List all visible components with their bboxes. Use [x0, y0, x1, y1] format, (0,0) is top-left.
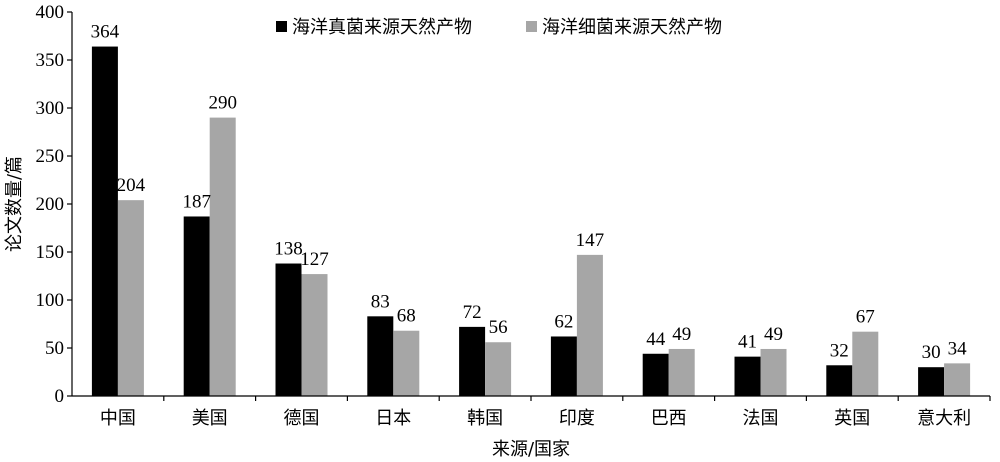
- data-label: 44: [646, 329, 666, 350]
- x-tick-label: 印度: [559, 408, 595, 429]
- data-label: 68: [397, 306, 416, 327]
- x-tick-label: 中国: [100, 408, 136, 429]
- data-label: 138: [274, 239, 303, 260]
- y-tick-label: 350: [36, 50, 65, 71]
- data-label: 49: [672, 324, 691, 345]
- x-tick-label: 意大利: [917, 408, 971, 429]
- legend-swatch-2: [526, 21, 537, 32]
- legend-label-1: 海洋真菌来源天然产物: [292, 17, 472, 38]
- bar-巴西-series-2: [668, 348, 695, 396]
- data-label: 49: [764, 324, 783, 345]
- bar-美国-series-1: [183, 216, 210, 396]
- data-label: 83: [371, 291, 390, 312]
- bar-韩国-series-2: [485, 342, 512, 396]
- bar-德国-series-1: [275, 263, 302, 396]
- x-axis-title: 来源/国家: [492, 439, 570, 460]
- bar-中国-series-1: [91, 46, 118, 397]
- data-label: 147: [576, 230, 605, 251]
- data-label: 364: [91, 22, 120, 43]
- y-tick-label: 150: [36, 242, 65, 263]
- legend-label-2: 海洋细菌来源天然产物: [542, 17, 722, 38]
- bar-日本-series-1: [367, 316, 394, 396]
- bar-法国-series-1: [734, 356, 761, 396]
- bar-英国-series-2: [852, 331, 879, 396]
- bar-日本-series-2: [393, 330, 420, 396]
- x-tick-label: 日本: [375, 408, 411, 429]
- bar-印度-series-1: [550, 336, 577, 396]
- bar-德国-series-2: [301, 274, 328, 396]
- legend: 海洋真菌来源天然产物 海洋细菌来源天然产物: [276, 17, 722, 38]
- data-label: 290: [208, 93, 237, 114]
- y-tick-label: 0: [55, 386, 65, 407]
- y-tick-label: 400: [36, 2, 65, 23]
- y-tick-label: 300: [36, 98, 65, 119]
- y-tick-label: 200: [36, 194, 65, 215]
- data-label: 187: [182, 191, 211, 212]
- data-label: 127: [300, 249, 329, 270]
- bar-英国-series-1: [826, 365, 853, 396]
- bar-巴西-series-1: [642, 353, 669, 396]
- bar-印度-series-2: [576, 254, 603, 396]
- bar-法国-series-2: [760, 348, 787, 396]
- y-tick-label: 100: [36, 290, 65, 311]
- bar-意大利-series-1: [918, 367, 945, 396]
- bars-group: [91, 46, 971, 397]
- data-label: 62: [554, 311, 573, 332]
- data-label: 30: [922, 342, 941, 363]
- data-label: 56: [489, 317, 508, 338]
- y-tick-label: 250: [36, 146, 65, 167]
- data-label: 204: [117, 175, 146, 196]
- x-tick-label: 巴西: [651, 408, 687, 429]
- x-tick-label: 德国: [284, 408, 320, 429]
- data-label: 72: [463, 302, 482, 323]
- bar-意大利-series-2: [944, 363, 971, 396]
- data-label: 34: [948, 338, 968, 359]
- y-tick-label: 50: [45, 338, 64, 359]
- legend-swatch-1: [276, 21, 287, 32]
- bar-美国-series-2: [209, 117, 236, 396]
- y-axis-title: 论文数量/篇: [4, 156, 25, 252]
- data-label: 67: [856, 307, 875, 328]
- bar-中国-series-2: [117, 200, 144, 396]
- data-label: 32: [830, 340, 849, 361]
- x-tick-label: 美国: [192, 408, 228, 429]
- x-tick-label: 英国: [834, 408, 870, 429]
- x-tick-label: 法国: [743, 408, 779, 429]
- x-tick-label: 韩国: [467, 408, 503, 429]
- data-label: 41: [738, 332, 757, 353]
- bar-韩国-series-1: [459, 326, 486, 396]
- axes-group: 中国 美国 德国 日本 韩国 印度 巴西 法国 英国 意大利 0 50 100 150 200 250 300 3…: [36, 2, 991, 429]
